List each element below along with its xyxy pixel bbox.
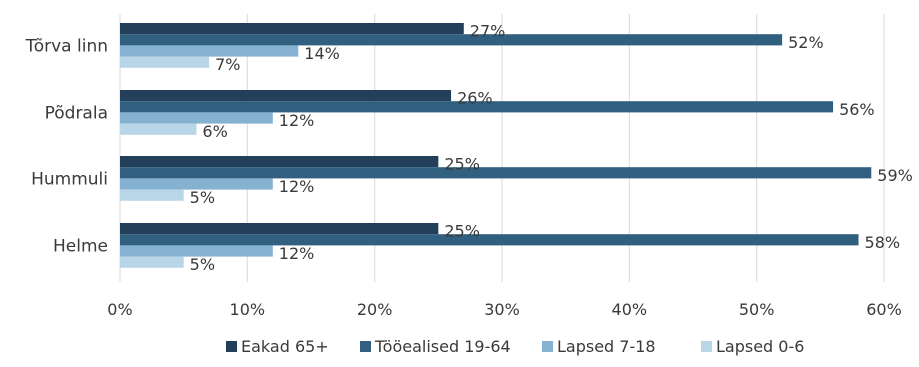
data-label: 25% <box>444 155 480 174</box>
data-label: 58% <box>865 233 901 252</box>
x-tick-label: 50% <box>739 300 775 319</box>
legend-label-lapsed-0-6: Lapsed 0-6 <box>716 337 804 356</box>
category-labels: Tõrva linn Põdrala Hummuli Helme <box>25 36 108 256</box>
x-tick-label: 20% <box>357 300 393 319</box>
data-label: 52% <box>788 33 824 52</box>
bar-lapsed-7-18-podrala <box>120 112 273 124</box>
bar-tooealised-19-64-hummuli <box>120 167 872 179</box>
legend: Eakad 65+ Tööealised 19-64 Lapsed 7-18 Laps… <box>226 337 804 356</box>
gridlines <box>119 14 885 282</box>
legend-label-lapsed-7-18: Lapsed 7-18 <box>557 337 656 356</box>
category-label-hummuli: Hummuli <box>31 169 108 189</box>
bar-eakad-65-torva-linn <box>120 23 464 35</box>
bar-eakad-65-hummuli <box>120 156 439 168</box>
data-label: 27% <box>470 22 506 41</box>
legend-label-eakad-65: Eakad 65+ <box>241 337 329 356</box>
legend-swatch-tooealised-19-64 <box>360 341 371 352</box>
bar-tooealised-19-64-torva-linn <box>120 34 783 46</box>
bar-lapsed-0-6-torva-linn <box>120 56 210 68</box>
x-tick-label: 60% <box>866 300 902 319</box>
legend-label-tooealised-19-64: Tööealised 19-64 <box>374 337 511 356</box>
bar-lapsed-0-6-hummuli <box>120 189 184 201</box>
data-label: 5% <box>190 255 215 274</box>
data-label: 26% <box>457 89 493 108</box>
legend-swatch-lapsed-0-6 <box>701 341 712 352</box>
bar-eakad-65-helme <box>120 223 439 235</box>
data-labels: 27% 52% 14% 7% 26% 56% 12% 6% 25% 59% 12% 5% 25% 58% 1… <box>190 22 913 275</box>
data-label: 7% <box>215 55 240 74</box>
bar-lapsed-7-18-helme <box>120 245 273 257</box>
data-label: 59% <box>877 166 913 185</box>
bar-tooealised-19-64-helme <box>120 234 859 246</box>
data-label: 5% <box>190 188 215 207</box>
legend-swatch-eakad-65 <box>226 341 237 352</box>
category-label-torva-linn: Tõrva linn <box>25 36 108 56</box>
data-label: 12% <box>279 111 315 130</box>
bar-lapsed-0-6-podrala <box>120 123 197 135</box>
data-label: 14% <box>304 44 340 63</box>
bars <box>120 23 872 268</box>
category-label-podrala: Põdrala <box>45 103 108 123</box>
bar-eakad-65-podrala <box>120 90 452 102</box>
x-tick-label: 10% <box>230 300 266 319</box>
data-label: 12% <box>279 244 315 263</box>
data-label: 56% <box>839 100 875 119</box>
data-label: 6% <box>202 122 227 141</box>
x-tick-label: 40% <box>612 300 648 319</box>
x-axis-ticks: 0% 10% 20% 30% 40% 50% 60% <box>107 300 901 319</box>
category-label-helme: Helme <box>53 236 108 256</box>
x-tick-label: 0% <box>107 300 132 319</box>
bar-lapsed-0-6-helme <box>120 256 184 268</box>
bar-tooealised-19-64-podrala <box>120 101 834 113</box>
data-label: 12% <box>279 177 315 196</box>
x-tick-label: 30% <box>484 300 520 319</box>
bar-lapsed-7-18-torva-linn <box>120 45 299 57</box>
legend-swatch-lapsed-7-18 <box>542 341 553 352</box>
bar-lapsed-7-18-hummuli <box>120 178 273 190</box>
data-label: 25% <box>444 222 480 241</box>
